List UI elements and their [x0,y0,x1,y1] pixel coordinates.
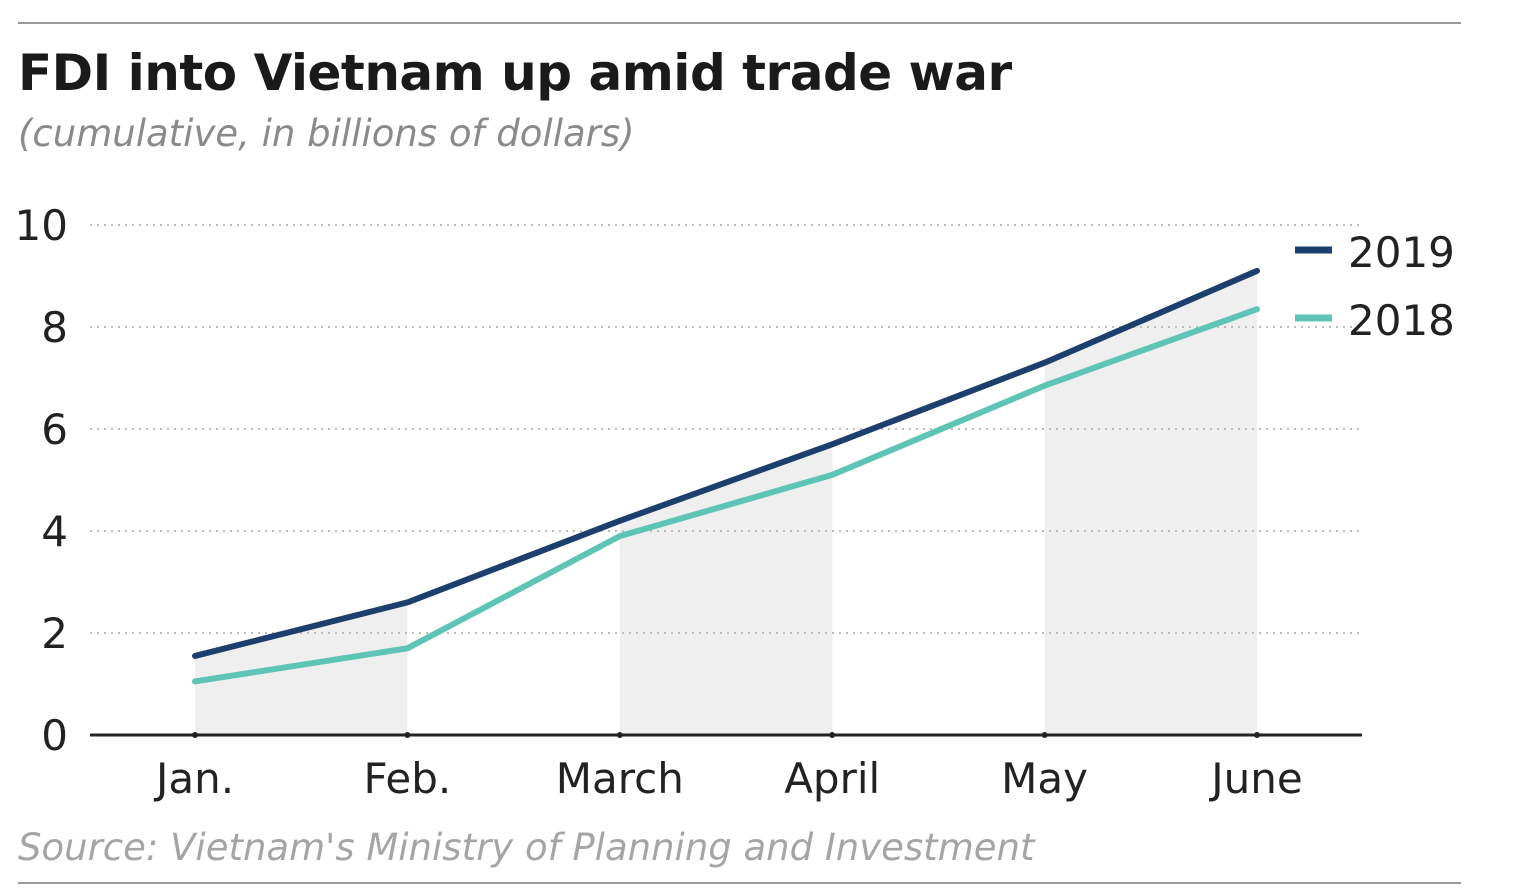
x-tick-mark [1254,732,1260,738]
x-tick-label: April [784,754,880,803]
x-tick-mark [616,732,623,738]
chart-title: FDI into Vietnam up amid trade war [18,44,1012,102]
series-line-2018 [192,306,1260,685]
x-tick-mark [404,732,411,738]
x-tick-label: June [1208,754,1302,803]
legend-label-2018: 2018 [1348,296,1455,345]
legend-label-2019: 2019 [1348,228,1455,277]
x-tick-label: March [556,754,684,803]
x-tick-label: Jan. [153,754,234,803]
bottom-rule [18,882,1461,884]
y-tick-label: 10 [15,201,68,250]
y-tick-label: 0 [41,711,68,760]
shaded-band [619,444,833,735]
shaded-band [1044,270,1257,735]
x-tick-mark [192,732,198,738]
y-tick-label: 2 [41,609,68,658]
x-tick-label: May [1001,754,1088,803]
chart-source: Source: Vietnam's Ministry of Planning a… [18,826,1035,869]
x-tick-label: Feb. [364,754,452,803]
y-tick-label: 8 [41,303,68,352]
y-tick-label: 6 [41,405,68,454]
series-line-2019 [192,267,1260,659]
y-tick-label: 4 [41,507,68,556]
chart-subtitle: (cumulative, in billions of dollars) [18,112,635,155]
x-tick-mark [829,732,836,738]
shaded-band [195,602,408,735]
top-rule [18,22,1461,24]
x-tick-mark [1041,732,1048,738]
